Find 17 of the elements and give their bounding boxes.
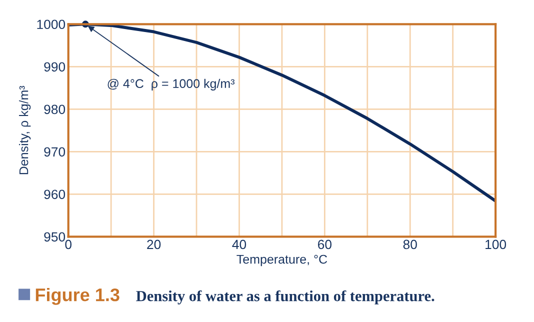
y-tick-label: 1000 [37, 20, 66, 30]
x-tick-label: 0 [65, 240, 72, 250]
annotation: @ 4°C ρ = 1000 kg/m³ [108, 78, 235, 90]
x-axis-title: Temperature, °C [236, 254, 328, 266]
y-tick-label: 960 [44, 190, 66, 200]
x-tick-label: 60 [318, 240, 332, 250]
x-tick-label: 80 [403, 240, 417, 250]
y-axis-title: Density, ρ kg/m³ [19, 86, 31, 174]
x-tick-label: 20 [147, 240, 161, 250]
text: Density of water as a function of temperature. [136, 290, 434, 304]
y-tick-label: 970 [44, 147, 66, 157]
text: Figure 1.3 [36, 288, 120, 305]
x-tick-label: 40 [232, 240, 246, 250]
y-tick-label: 950 [44, 232, 66, 242]
y-tick-label: 990 [44, 62, 66, 72]
y-tick-label: 980 [44, 104, 66, 114]
x-tick-label: 100 [486, 240, 506, 250]
